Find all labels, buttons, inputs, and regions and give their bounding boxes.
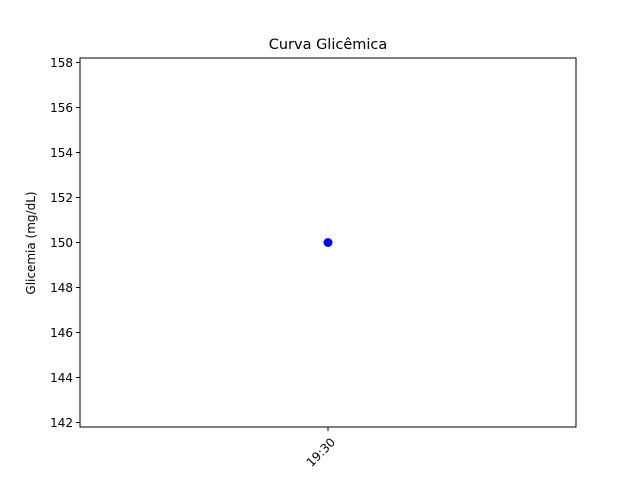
- plot-area-frame: [79, 57, 577, 428]
- y-tick-label: 142: [50, 416, 73, 430]
- data-points: [323, 238, 333, 247]
- y-tick-label: 154: [50, 146, 73, 160]
- y-tick-label: 150: [50, 236, 73, 250]
- y-tick-label: 146: [50, 326, 73, 340]
- y-tick-label: 158: [50, 56, 73, 70]
- y-tick-label: 156: [50, 101, 73, 115]
- chart-title: Curva Glicêmica: [269, 37, 388, 53]
- y-axis-ticks: 142 144 146 148 150 152 154 156 158: [50, 56, 80, 430]
- y-tick-label: 152: [50, 191, 73, 205]
- data-point: [323, 238, 333, 247]
- y-tick-label: 148: [50, 281, 73, 295]
- y-axis-label: Glicemia (mg/dL): [24, 191, 38, 294]
- y-tick-label: 144: [50, 371, 73, 385]
